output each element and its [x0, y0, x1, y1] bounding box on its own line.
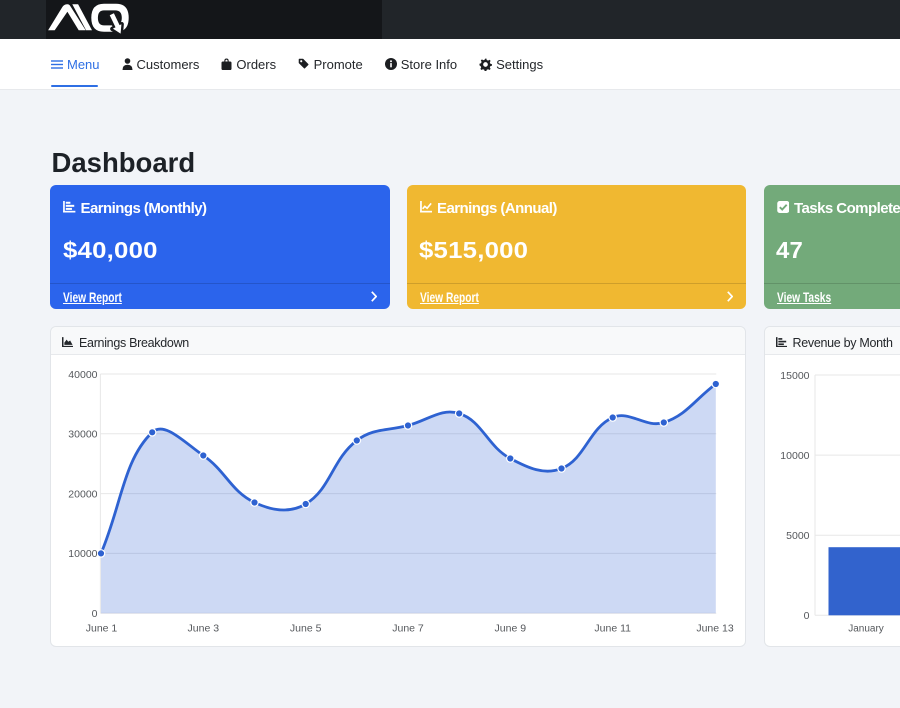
svg-text:June 5: June 5 — [290, 623, 322, 635]
svg-text:0: 0 — [804, 610, 810, 622]
svg-text:June 7: June 7 — [392, 623, 424, 635]
svg-text:20000: 20000 — [68, 488, 97, 500]
svg-text:June 9: June 9 — [495, 623, 527, 635]
svg-text:June 11: June 11 — [594, 623, 631, 635]
svg-text:5000: 5000 — [786, 530, 810, 542]
svg-text:0: 0 — [92, 608, 98, 620]
svg-text:30000: 30000 — [68, 429, 97, 441]
svg-text:40000: 40000 — [68, 369, 97, 381]
svg-text:January: January — [848, 624, 884, 635]
svg-text:10000: 10000 — [780, 450, 809, 462]
svg-text:June 1: June 1 — [86, 623, 118, 635]
svg-text:June 3: June 3 — [188, 623, 220, 635]
svg-text:15000: 15000 — [780, 370, 809, 382]
svg-text:10000: 10000 — [68, 548, 97, 560]
svg-text:June 13: June 13 — [696, 623, 734, 635]
